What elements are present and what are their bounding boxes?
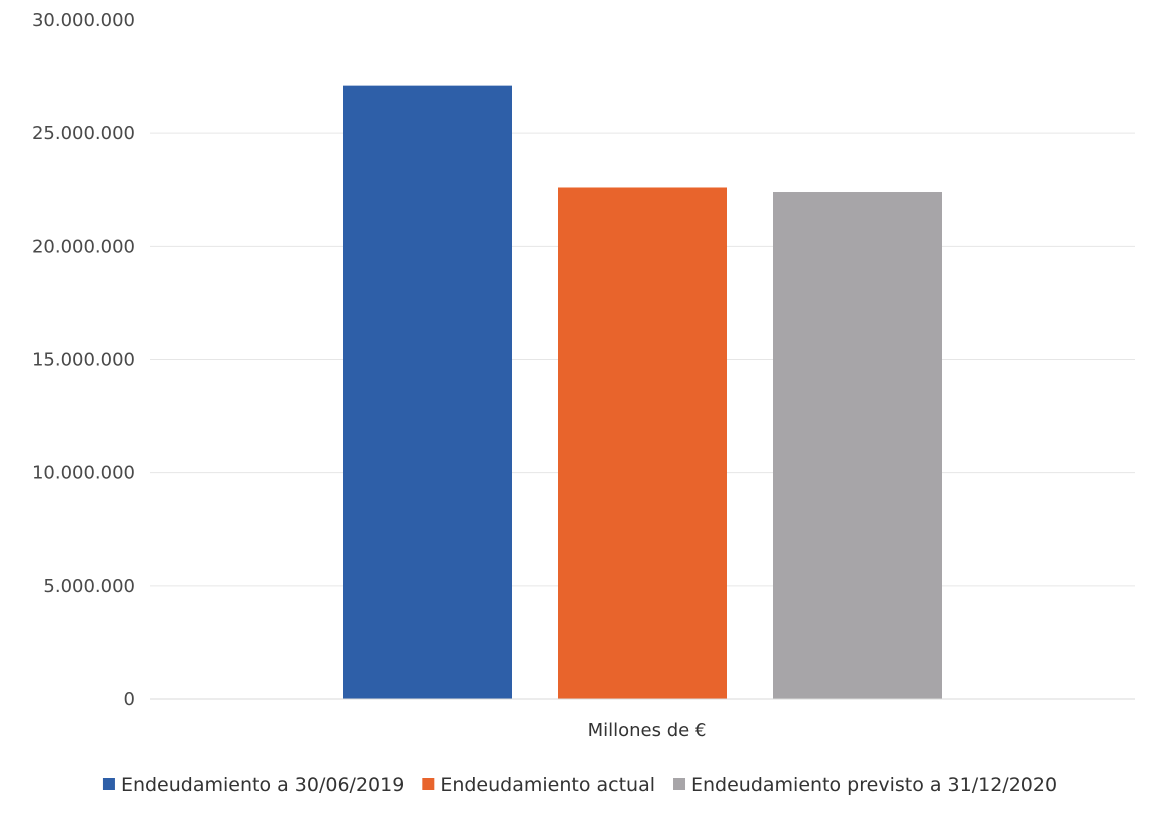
y-tick-label: 10.000.000 [32, 463, 135, 484]
y-tick-label: 0 [124, 689, 135, 710]
y-axis-ticks: 0 5.000.000 10.000.000 15.000.000 20.000.000… [32, 10, 135, 710]
legend: Endeudamiento a 30/06/2019 Endeudamiento … [102, 774, 1057, 796]
bar [558, 187, 727, 699]
bars [343, 85, 942, 700]
legend-swatch [673, 778, 686, 790]
bar [343, 85, 512, 700]
y-tick-label: 30.000.000 [32, 10, 135, 31]
legend-swatch [422, 778, 435, 790]
y-tick-label: 25.000.000 [32, 123, 135, 144]
legend-label: Endeudamiento actual [440, 774, 655, 796]
y-tick-label: 15.000.000 [32, 350, 135, 371]
legend-label: Endeudamiento previsto a 31/12/2020 [691, 774, 1057, 796]
legend-label: Endeudamiento a 30/06/2019 [121, 774, 404, 796]
y-tick-label: 20.000.000 [32, 236, 135, 257]
y-tick-label: 5.000.000 [43, 576, 135, 597]
legend-swatch [102, 778, 115, 790]
category-label: Millones de € [588, 720, 707, 741]
bar [773, 192, 942, 699]
